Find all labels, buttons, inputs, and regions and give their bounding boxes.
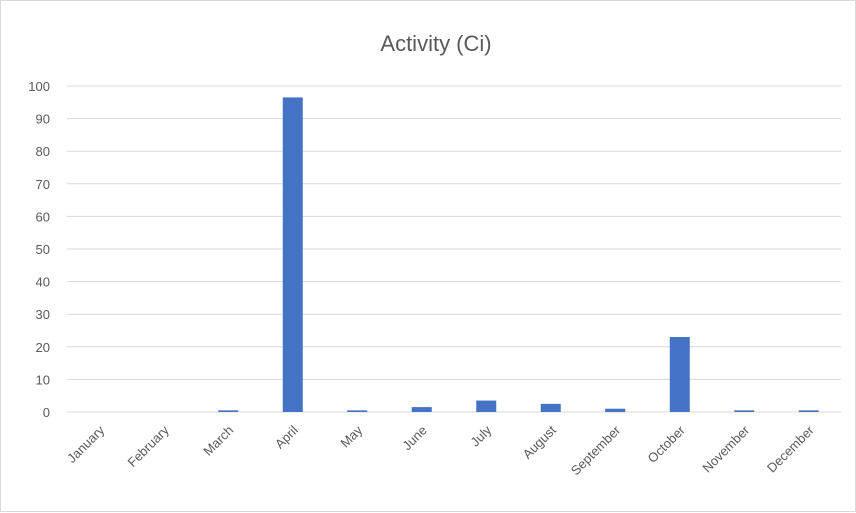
x-tick-label: March bbox=[200, 423, 236, 459]
x-tick-label: July bbox=[467, 422, 494, 449]
y-axis-ticks: 0 10 20 30 40 50 60 70 80 90 100 bbox=[28, 79, 50, 420]
x-tick-label: October bbox=[645, 422, 689, 466]
bar-november bbox=[734, 410, 755, 412]
x-tick-label: June bbox=[399, 423, 430, 454]
x-tick-label: August bbox=[520, 422, 559, 461]
bar-september bbox=[605, 408, 626, 412]
x-tick-label: January bbox=[64, 422, 108, 466]
x-tick-label: September bbox=[568, 422, 624, 478]
y-tick-label: 80 bbox=[36, 144, 50, 159]
y-tick-label: 100 bbox=[28, 79, 50, 94]
x-tick-label: February bbox=[124, 422, 172, 470]
bar-august bbox=[540, 403, 561, 412]
y-tick-label: 40 bbox=[36, 275, 50, 290]
y-tick-label: 10 bbox=[36, 372, 50, 387]
bar-may bbox=[347, 410, 368, 412]
y-tick-label: 0 bbox=[43, 405, 50, 420]
bar-june bbox=[411, 407, 432, 412]
x-tick-label: April bbox=[272, 422, 301, 451]
gridlines bbox=[67, 85, 841, 413]
y-tick-label: 50 bbox=[36, 242, 50, 257]
x-tick-label: November bbox=[699, 422, 752, 475]
bar-march bbox=[218, 410, 239, 412]
x-axis-ticks: January February March April May June July Augu… bbox=[64, 422, 817, 478]
y-tick-label: 70 bbox=[36, 177, 50, 192]
bar-october bbox=[669, 337, 690, 412]
y-tick-label: 90 bbox=[36, 112, 50, 127]
bar-april bbox=[282, 97, 303, 412]
bars bbox=[218, 97, 819, 412]
bar-july bbox=[476, 400, 497, 412]
y-tick-label: 20 bbox=[36, 340, 50, 355]
x-tick-label: December bbox=[764, 422, 817, 475]
chart-title: Activity (Ci) bbox=[380, 31, 491, 56]
y-tick-label: 30 bbox=[36, 307, 50, 322]
x-tick-label: May bbox=[337, 422, 365, 450]
y-tick-label: 60 bbox=[36, 209, 50, 224]
bar-december bbox=[798, 410, 819, 412]
